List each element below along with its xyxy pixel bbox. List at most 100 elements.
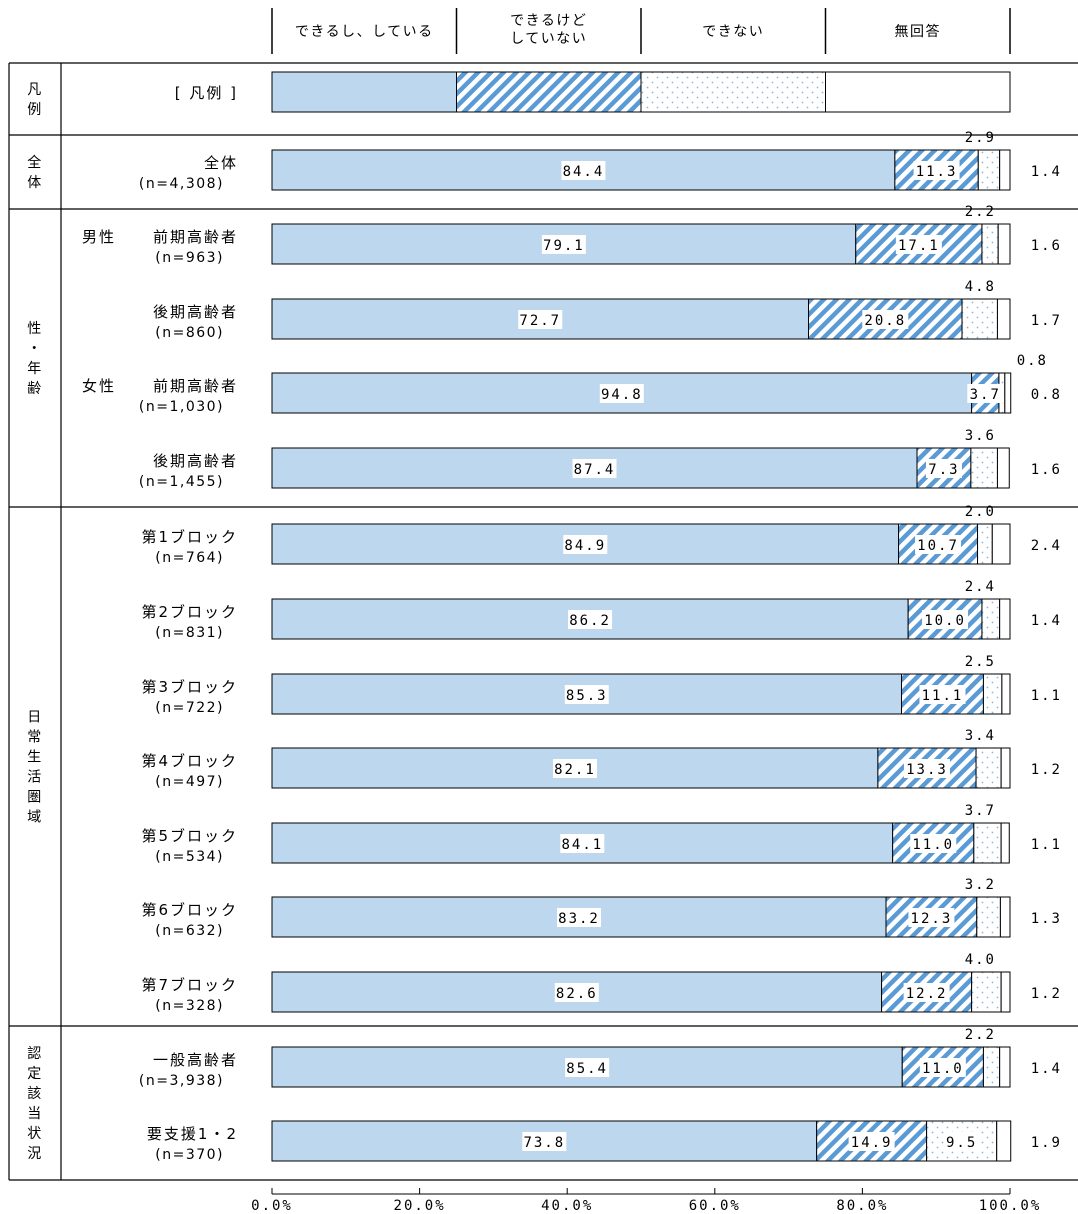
data-label: 1.4 (1031, 1061, 1062, 1077)
bar-segment (973, 822, 1002, 864)
data-label: 4.8 (965, 279, 996, 295)
group-label: ・ (27, 341, 43, 357)
data-label: 11.1 (922, 688, 964, 704)
bar-segment (1004, 372, 1012, 414)
data-label-bg (599, 384, 644, 403)
data-label: 84.4 (563, 164, 605, 180)
data-label-bg (903, 983, 950, 1002)
data-label-bg (862, 310, 909, 329)
bar-segment (996, 1120, 1012, 1162)
data-label-bg (568, 610, 613, 629)
bar-row: 後期高齢者 (n=1,455) 87.4 7.3 3.6 1.6 (139, 428, 1060, 490)
bar-row: 第6ブロック (n=632) 83.2 12.3 3.2 1.3 (141, 877, 1062, 939)
data-label: 10.0 (924, 613, 966, 629)
bar-row: 第1ブロック (n=764) 84.9 10.7 2.0 2.4 (141, 504, 1060, 566)
group-label: 体 (27, 175, 43, 191)
data-label: 84.9 (564, 538, 606, 554)
legend-entry: していない (510, 31, 587, 47)
data-label: 85.3 (566, 688, 608, 704)
data-label-bg (922, 610, 969, 629)
group-label: 性 (27, 321, 43, 337)
data-label: 0.8 (1017, 353, 1048, 369)
bar-row: 第3ブロック (n=722) 85.3 11.1 2.5 1.1 (141, 654, 1060, 716)
bar-row: 要支援1・2 (n=370) 73.8 14.9 9.5 1.9 (147, 1120, 1062, 1163)
row-label: 一般高齢者 (153, 1051, 238, 1069)
bar-segment (982, 1046, 1001, 1088)
row-n: (n=1,455) (139, 474, 224, 490)
group-label: 日 (27, 710, 43, 726)
data-label: 72.7 (519, 313, 561, 329)
bar-segment (1000, 822, 1010, 864)
data-label-bg (557, 908, 602, 927)
row-n: (n=1,030) (139, 399, 224, 415)
row-label: 第4ブロック (141, 752, 238, 770)
row-n: (n=831) (155, 625, 224, 641)
x-tick-label: 60.0% (689, 1198, 741, 1214)
bar-segment (975, 747, 1002, 789)
legend-entry: できない (702, 24, 764, 40)
bar-segment (976, 896, 1001, 938)
row-label: 第2ブロック (141, 603, 238, 621)
data-label: 2.5 (965, 654, 996, 670)
group-label: 当 (27, 1106, 43, 1122)
bar-segment (971, 971, 1002, 1013)
data-label: 87.4 (574, 462, 616, 478)
bar-segment (981, 598, 1001, 640)
bar-segment (977, 149, 1001, 191)
bar-row: 全体 (n=4,308) 84.4 11.3 2.9 1.4 (139, 130, 1060, 192)
data-label-bg (848, 1132, 895, 1151)
data-label: 3.7 (965, 803, 996, 819)
group-label: 常 (27, 730, 43, 746)
data-label: 10.7 (917, 538, 959, 554)
data-label-bg (913, 161, 960, 180)
row-label: 後期高齢者 (153, 452, 238, 470)
group-label: 生 (27, 750, 43, 766)
data-label: 20.8 (864, 313, 906, 329)
data-label-bg (903, 759, 950, 778)
x-tick-label: 40.0% (541, 1198, 593, 1214)
row-n: (n=3,938) (139, 1073, 224, 1089)
data-label-bg (522, 1132, 567, 1151)
data-label: 1.9 (1031, 1135, 1062, 1151)
data-label: 1.1 (1031, 837, 1062, 853)
data-label-bg (563, 535, 608, 554)
data-label: 82.6 (556, 986, 598, 1002)
bar-segment (991, 523, 1011, 565)
row-label: 前期高齢者 (153, 377, 238, 395)
bar-segment (961, 298, 998, 340)
data-label: 1.3 (1031, 911, 1062, 927)
data-label: 0.8 (1031, 387, 1062, 403)
legend-example-label: [ 凡例 ] (175, 84, 238, 102)
data-label-bg (925, 459, 962, 478)
data-label: 79.1 (543, 238, 585, 254)
data-label: 3.4 (965, 728, 996, 744)
legend-sample-segment (825, 71, 1011, 113)
data-label: 3.2 (965, 877, 996, 893)
data-label: 86.2 (569, 613, 611, 629)
bar-segment (996, 298, 1011, 340)
bar-segment (996, 447, 1010, 489)
row-n: (n=534) (155, 849, 224, 865)
row-label: 第3ブロック (141, 678, 238, 696)
x-tick-label: 0.0% (251, 1198, 293, 1214)
bar-segment (970, 447, 998, 489)
data-label-bg (564, 685, 609, 704)
bar-segment (1001, 673, 1011, 715)
bar-segment (977, 523, 993, 565)
group-label: 圏 (27, 790, 43, 806)
data-label: 13.3 (906, 762, 948, 778)
legend-entry: できるけど (510, 13, 587, 29)
data-label: 12.2 (906, 986, 948, 1002)
group-label: 凡 (27, 82, 43, 98)
group-label: 例 (27, 102, 43, 118)
legend-sample-segment (640, 71, 826, 113)
data-label-bg (910, 834, 957, 853)
group-label: 齢 (27, 381, 43, 397)
row-n: (n=860) (155, 325, 224, 341)
data-label: 2.0 (965, 504, 996, 520)
x-tick-label: 20.0% (394, 1198, 446, 1214)
data-label: 2.2 (965, 204, 996, 220)
data-label: 12.3 (911, 911, 953, 927)
